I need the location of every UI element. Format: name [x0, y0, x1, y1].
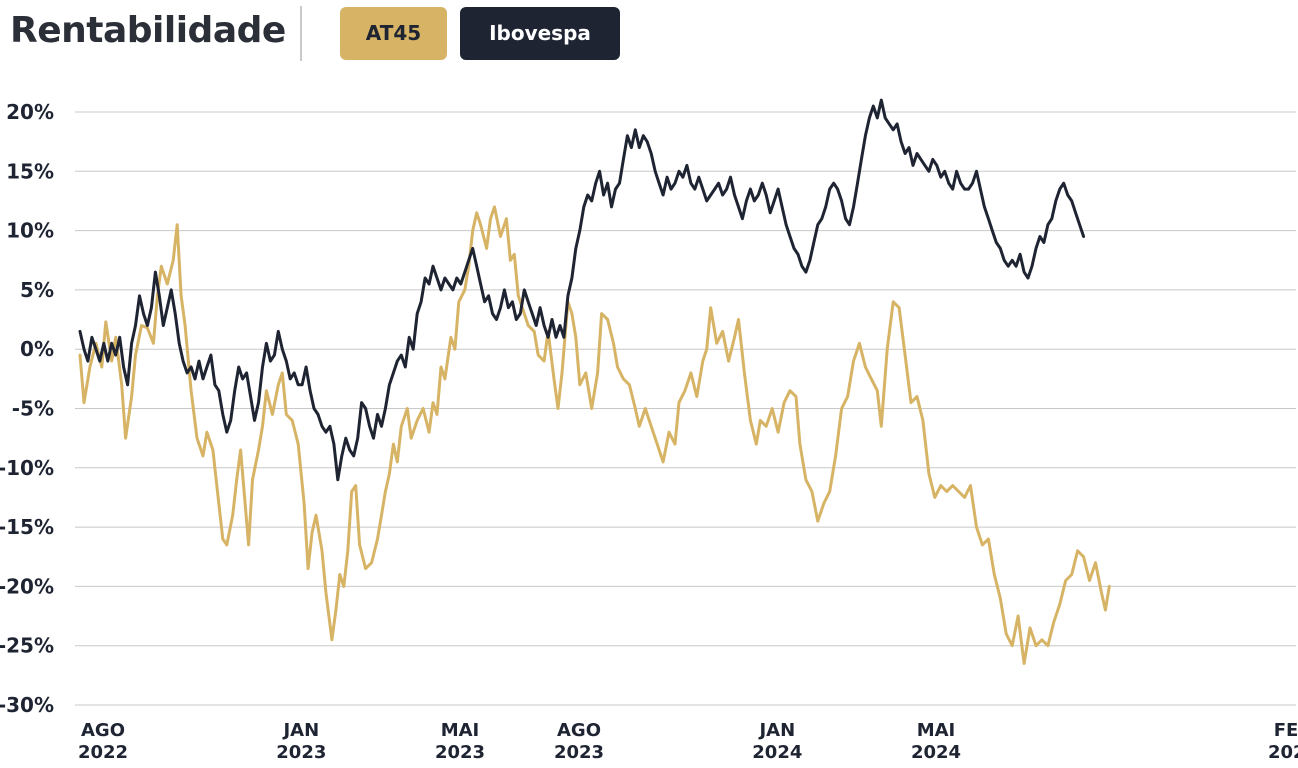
y-tick-label: -25%	[0, 634, 54, 658]
y-tick-label: 0%	[20, 337, 54, 361]
y-tick-label: 15%	[6, 159, 54, 183]
x-tick-month: FEV	[1274, 720, 1298, 741]
x-tick-year: 2023	[554, 742, 604, 763]
y-tick-label: -5%	[12, 397, 54, 421]
legend-ibovespa[interactable]: Ibovespa	[460, 7, 620, 60]
y-tick-label: 10%	[6, 219, 54, 243]
y-tick-label: -15%	[0, 515, 54, 539]
x-tick-month: AGO	[557, 720, 601, 741]
x-tick-year: 2024	[911, 742, 961, 763]
x-tick-year: 2022	[78, 742, 128, 763]
y-tick-label: -20%	[0, 574, 54, 598]
y-tick-label: 20%	[6, 100, 54, 124]
chart-header: Rentabilidade AT45 Ibovespa	[0, 0, 1298, 70]
x-tick-month: MAI	[917, 720, 956, 741]
x-tick-year: 2023	[276, 742, 326, 763]
x-tick-month: MAI	[441, 720, 480, 741]
x-tick-month: JAN	[281, 720, 319, 741]
series-line-at45	[78, 205, 1111, 665]
legend-at45[interactable]: AT45	[340, 7, 447, 60]
chart-title: Rentabilidade	[10, 10, 286, 51]
x-tick-year: 2023	[435, 742, 485, 763]
y-tick-label: 5%	[20, 278, 54, 302]
series-line-ibovespa	[78, 98, 1086, 482]
x-tick-month: JAN	[757, 720, 795, 741]
x-tick-year: 2025	[1268, 742, 1298, 763]
header-divider	[300, 6, 302, 61]
y-tick-label: -30%	[0, 693, 54, 717]
x-tick-year: 2024	[752, 742, 802, 763]
x-tick-month: AGO	[81, 720, 125, 741]
y-tick-label: -10%	[0, 456, 54, 480]
